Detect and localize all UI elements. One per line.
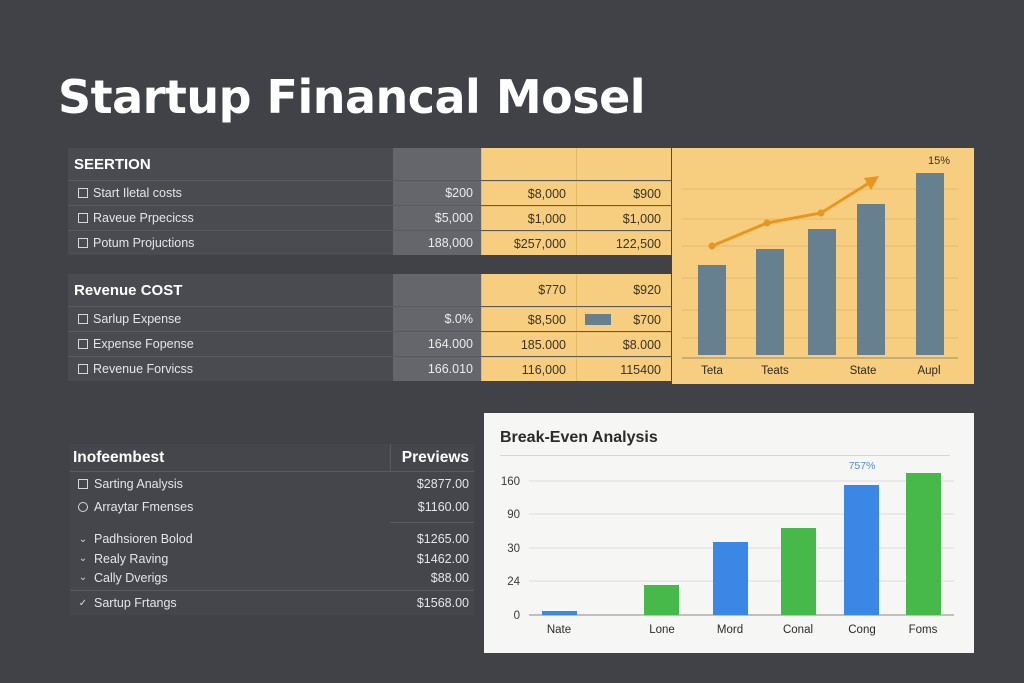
svg-text:Nate: Nate	[547, 624, 571, 636]
svg-text:Teta: Teta	[701, 365, 723, 377]
checkbox[interactable]	[78, 314, 88, 324]
break-even-chart: 160 90 30 24 0 757% Nate Lone Mord Conal…	[501, 460, 954, 636]
section-title: Revenue COST	[74, 281, 183, 299]
table-row[interactable]: Start Iletal costs $200 $8,000 $900	[68, 180, 672, 205]
break-even-annotation: 757%	[849, 460, 876, 472]
growth-annotation: 15%	[928, 155, 950, 167]
check-icon[interactable]: ✓	[78, 597, 88, 609]
table-row[interactable]: Sarlup Expense $.0% $8,500 $700	[68, 306, 672, 331]
section-header: Revenue COST $770 $920	[68, 274, 672, 306]
trend-line	[711, 179, 873, 248]
svg-text:Teats: Teats	[761, 365, 789, 377]
list-item[interactable]: ✓ Sartup Frtangs $1568.00	[78, 596, 469, 610]
list-item[interactable]: Arraytar Fmenses $1160.00	[70, 495, 474, 518]
svg-text:160: 160	[501, 476, 520, 488]
table-row[interactable]: Revenue Forvicss 166.010 116,000 115400	[68, 356, 672, 381]
checkbox[interactable]	[78, 478, 88, 489]
previews-column-header[interactable]: Previews	[401, 448, 469, 466]
page-title: Startup Financal Mosel	[58, 70, 646, 124]
break-even-panel: Break-Even Analysis 160 90 30 24 0 757% …	[484, 413, 974, 653]
svg-text:Conal: Conal	[783, 624, 813, 636]
section-header: SEERTION	[68, 148, 672, 180]
checkbox[interactable]	[78, 238, 88, 248]
cost-section-table: SEERTION Start Iletal costs $200 $8,000 …	[68, 148, 672, 255]
table-row[interactable]: Expense Fopense 164.000 185.000 $8.000	[68, 331, 672, 356]
chevron-down-icon[interactable]: ⌄	[78, 533, 88, 545]
radio-button[interactable]	[78, 501, 88, 512]
list-item[interactable]: ⌄ Cally Dverigs $88.00	[78, 570, 469, 585]
growth-bars	[698, 173, 944, 355]
svg-text:Lone: Lone	[649, 624, 675, 636]
svg-text:Aupl: Aupl	[917, 365, 940, 377]
svg-text:30: 30	[507, 543, 520, 555]
list-header: Inofeembest Previews	[70, 444, 474, 472]
section-title: SEERTION	[74, 155, 151, 173]
svg-text:90: 90	[507, 509, 520, 521]
checkbox[interactable]	[78, 188, 88, 198]
table-row[interactable]: Raveue Prpecicss $5,000 $1,000 $1,000	[68, 205, 672, 230]
svg-text:Cong: Cong	[848, 624, 876, 636]
y-axis-labels: 160 90 30 24 0	[501, 476, 521, 622]
investment-list: Inofeembest Previews Sarting Analysis $2…	[70, 444, 474, 615]
svg-text:0: 0	[514, 610, 520, 622]
checkbox[interactable]	[78, 364, 88, 374]
growth-chart: 15% Teta Teats State Aupl	[672, 148, 974, 384]
checkbox[interactable]	[78, 339, 88, 349]
growth-chart-svg: 15% Teta Teats State Aupl	[682, 155, 958, 377]
break-even-title: Break-Even Analysis	[500, 429, 658, 446]
checkbox[interactable]	[78, 213, 88, 223]
list-item[interactable]: ⌄ Padhsioren Bolod $1265.00	[78, 532, 469, 546]
svg-text:Mord: Mord	[717, 624, 743, 636]
revenue-cost-table: Revenue COST $770 $920 Sarlup Expense $.…	[68, 274, 672, 381]
svg-text:24: 24	[507, 576, 520, 588]
mini-bar-indicator	[585, 314, 612, 325]
svg-text:State: State	[850, 365, 877, 377]
trend-arrow-icon	[864, 176, 879, 190]
x-axis-labels: Nate Lone Mord Conal Cong Foms	[547, 624, 938, 636]
list-item[interactable]: ⌄ Realy Raving $1462.00	[78, 551, 469, 566]
list-item[interactable]: Sarting Analysis $2877.00	[70, 472, 474, 495]
chevron-down-icon[interactable]: ⌄	[78, 572, 88, 583]
svg-text:Foms: Foms	[909, 624, 938, 636]
table-row[interactable]: Potum Projuctions 188,000 $257,000 122,5…	[68, 230, 672, 255]
chevron-down-icon[interactable]: ⌄	[78, 553, 88, 564]
